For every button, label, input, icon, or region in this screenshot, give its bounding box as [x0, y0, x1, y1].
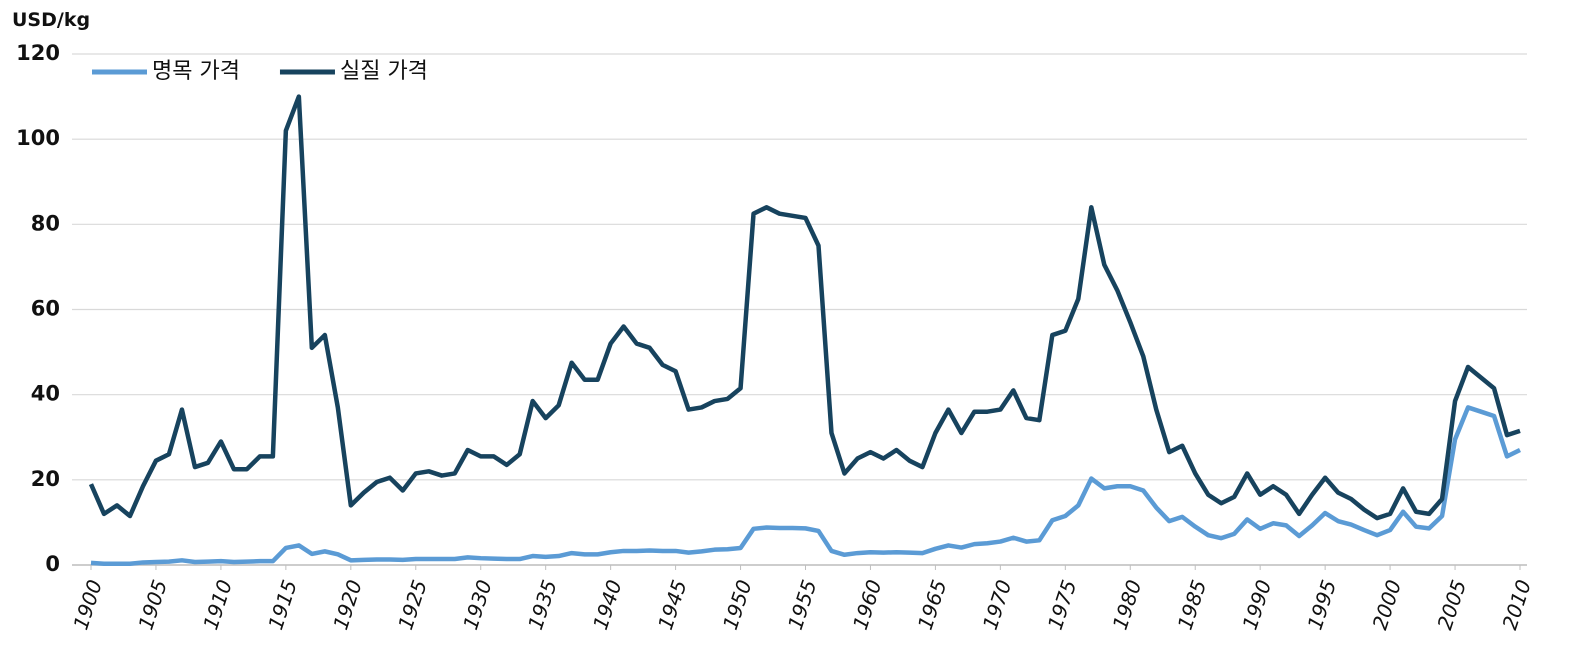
- legend-item: 실질 가격: [279, 59, 428, 84]
- legend-label: 실질 가격: [340, 59, 428, 84]
- x-tick-label: 2000: [1368, 577, 1407, 633]
- x-tick-label: 1935: [523, 577, 562, 633]
- y-tick-label: 100: [16, 126, 60, 150]
- y-tick-label: 0: [45, 552, 60, 576]
- y-tick-label: 120: [16, 41, 60, 65]
- x-tick-label: 2005: [1432, 577, 1471, 633]
- y-tick-label: 80: [31, 211, 60, 235]
- line-series: [88, 94, 1521, 521]
- legend-item: 명목 가격: [92, 59, 240, 84]
- x-tick-label: 1970: [978, 577, 1017, 633]
- y-tick-label: 60: [31, 297, 60, 321]
- x-tick-label: 1950: [718, 577, 757, 633]
- x-tick-label: 1940: [588, 577, 627, 633]
- x-tick-label: 1900: [68, 577, 107, 633]
- x-tick-label: 1975: [1043, 577, 1082, 633]
- x-tick-label: 1920: [328, 577, 367, 633]
- x-tick-label: 1980: [1108, 577, 1147, 633]
- x-tick-label: 1960: [848, 577, 887, 633]
- x-tick-label: 1985: [1173, 577, 1212, 633]
- y-tick-label: 20: [31, 467, 60, 491]
- x-tick-label: 1945: [653, 577, 692, 633]
- legend-label: 명목 가격: [152, 59, 240, 84]
- y-tick-label: 40: [31, 382, 60, 406]
- x-tick-label: 2010: [1497, 577, 1536, 633]
- y-axis-label: USD/kg: [12, 9, 90, 31]
- x-tick-label: 1910: [198, 577, 237, 633]
- x-tick-label: 1930: [458, 577, 497, 633]
- x-tick-label: 1955: [783, 577, 822, 633]
- line-series: [90, 405, 1521, 566]
- x-tick-label: 1995: [1303, 577, 1342, 633]
- x-tick-label: 1905: [133, 577, 172, 633]
- x-tick-label: 1965: [913, 577, 952, 633]
- x-tick-label: 1915: [263, 577, 302, 633]
- x-tick-label: 1990: [1238, 577, 1277, 633]
- x-tick-label: 1925: [393, 577, 432, 633]
